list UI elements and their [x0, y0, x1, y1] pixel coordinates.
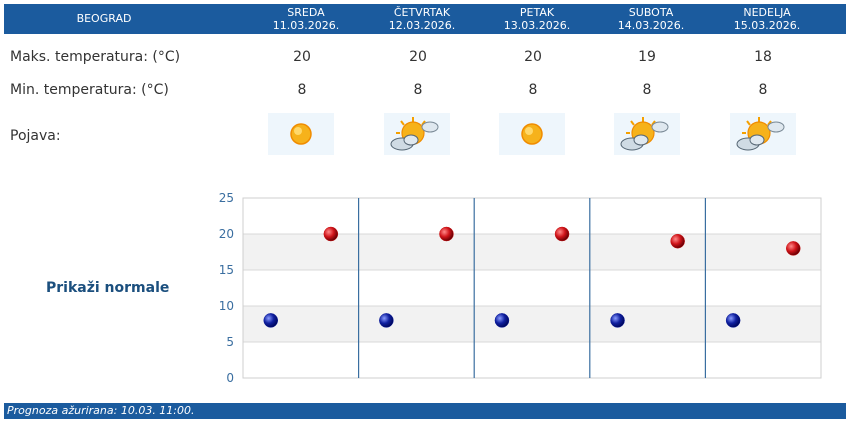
- day-name: PETAK: [519, 6, 555, 19]
- sunny-icon: [268, 113, 334, 155]
- day-name: SREDA: [287, 6, 325, 19]
- day-date: 12.03.2026.: [388, 19, 456, 32]
- day-header-4: SUBOTA 14.03.2026.: [611, 4, 691, 34]
- day-name: ČETVRTAK: [393, 6, 451, 19]
- min-temp-point: [494, 313, 510, 328]
- day-name: SUBOTA: [628, 6, 674, 19]
- day-header-1: SREDA 11.03.2026.: [266, 4, 346, 34]
- max-temp-value: 20: [524, 49, 542, 65]
- max-temp-value: 18: [754, 49, 772, 65]
- min-temp-point: [725, 313, 741, 328]
- y-tick-label: 20: [219, 227, 234, 241]
- day-date: 11.03.2026.: [272, 19, 340, 32]
- updated-label: Prognoza ažurirana:: [7, 404, 118, 417]
- max-temp-point: [439, 226, 454, 242]
- updated-value: 10.03. 11:00.: [120, 404, 195, 417]
- city-name: BEOGRAD: [76, 12, 132, 25]
- day-header-3: PETAK 13.03.2026.: [497, 4, 577, 34]
- min-temp-point: [610, 313, 625, 328]
- max-temp-point: [786, 241, 801, 256]
- min-temp-label: Min. temperatura: (°C): [10, 82, 169, 98]
- forecast-header: BEOGRAD SREDA 11.03.2026. ČETVRTAK 12.03…: [4, 4, 846, 34]
- chart-band: [243, 234, 821, 270]
- sunny-icon: [499, 113, 565, 155]
- max-temp-label: Maks. temperatura: (°C): [10, 49, 181, 65]
- partly-cloudy-icon: [614, 113, 680, 155]
- max-temp-point: [554, 226, 570, 242]
- day-date: 13.03.2026.: [503, 19, 571, 32]
- max-temp-value: 20: [293, 49, 311, 65]
- y-tick-label: 25: [219, 191, 234, 205]
- day-date: 15.03.2026.: [733, 19, 801, 32]
- day-header-2: ČETVRTAK 12.03.2026.: [382, 4, 462, 34]
- temperature-chart: 0 5 10 15 20 25: [219, 191, 822, 385]
- chart-band: [243, 306, 821, 342]
- min-temp-point: [379, 313, 394, 328]
- min-temp-value: 8: [297, 82, 307, 98]
- partly-cloudy-icon: [730, 113, 796, 155]
- day-header-5: NEDELJA 15.03.2026.: [727, 4, 807, 34]
- phenomenon-label: Pojava:: [10, 128, 61, 144]
- min-temp-value: 8: [758, 82, 768, 98]
- max-temp-value: 19: [638, 49, 656, 65]
- day-name: NEDELJA: [743, 6, 791, 19]
- chart-frame: [242, 197, 822, 379]
- min-temp-point: [263, 313, 278, 328]
- y-tick-label: 10: [219, 299, 234, 313]
- max-temp-point: [323, 226, 339, 242]
- forecast-updated-bar: Prognoza ažurirana: 10.03. 11:00.: [4, 403, 846, 419]
- y-tick-label: 15: [219, 263, 234, 277]
- y-tick-label: 0: [226, 371, 234, 385]
- min-temp-value: 8: [528, 82, 538, 98]
- min-temp-value: 8: [413, 82, 423, 98]
- day-date: 14.03.2026.: [617, 19, 685, 32]
- min-temp-value: 8: [642, 82, 652, 98]
- show-normals-link[interactable]: Prikaži normale: [46, 280, 170, 296]
- max-temp-value: 20: [409, 49, 427, 65]
- partly-cloudy-icon: [384, 113, 450, 155]
- y-tick-label: 5: [226, 335, 234, 349]
- max-temp-point: [670, 233, 685, 249]
